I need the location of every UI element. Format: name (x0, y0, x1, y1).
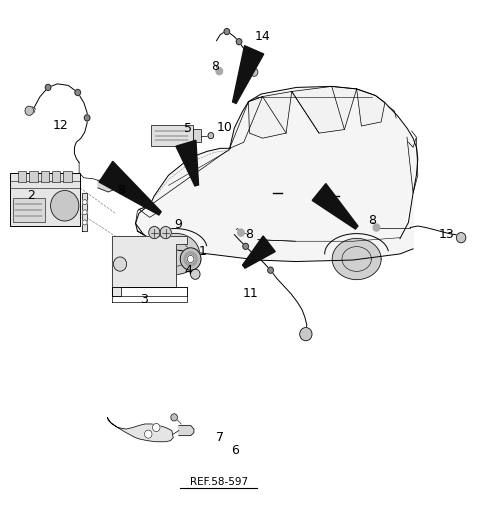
Bar (40, 171, 49, 182)
Circle shape (224, 28, 229, 35)
Polygon shape (151, 233, 200, 275)
Circle shape (83, 199, 87, 205)
Circle shape (236, 39, 242, 45)
Circle shape (238, 229, 244, 236)
Circle shape (149, 226, 160, 239)
Polygon shape (242, 236, 275, 268)
Circle shape (75, 90, 81, 95)
Bar (151, 125, 193, 146)
Text: 4: 4 (184, 264, 192, 277)
Polygon shape (312, 183, 358, 229)
Bar (11, 172, 80, 226)
Circle shape (251, 68, 258, 76)
Circle shape (113, 257, 127, 271)
Polygon shape (249, 92, 292, 138)
Circle shape (184, 252, 197, 266)
Polygon shape (108, 418, 173, 442)
Bar (63, 171, 72, 182)
Circle shape (25, 106, 34, 116)
Polygon shape (112, 236, 187, 296)
Polygon shape (233, 46, 264, 104)
Polygon shape (99, 161, 161, 215)
Text: 8: 8 (245, 228, 253, 241)
Polygon shape (176, 140, 199, 186)
Text: 14: 14 (255, 30, 270, 43)
Circle shape (191, 269, 200, 279)
Circle shape (187, 255, 194, 263)
Circle shape (83, 210, 87, 215)
Circle shape (268, 267, 274, 273)
Text: 12: 12 (52, 120, 68, 133)
Polygon shape (332, 238, 381, 280)
Text: 1: 1 (198, 245, 206, 258)
Text: 8: 8 (368, 214, 376, 227)
Text: 11: 11 (242, 287, 258, 300)
Text: 2: 2 (27, 189, 35, 202)
Polygon shape (357, 89, 385, 126)
Polygon shape (135, 87, 418, 262)
Bar (193, 129, 202, 142)
Circle shape (160, 226, 171, 239)
Bar (29, 171, 38, 182)
Text: 5: 5 (184, 122, 192, 135)
Bar (52, 171, 60, 182)
Circle shape (153, 424, 160, 431)
Polygon shape (179, 425, 194, 436)
Text: 7: 7 (216, 431, 224, 444)
Text: 9: 9 (174, 218, 182, 231)
Polygon shape (98, 179, 117, 192)
Text: 8: 8 (118, 184, 125, 197)
Circle shape (50, 191, 79, 221)
Polygon shape (292, 87, 357, 133)
Circle shape (121, 187, 128, 194)
Circle shape (300, 327, 312, 341)
Circle shape (208, 133, 214, 139)
Circle shape (171, 414, 178, 421)
Text: 13: 13 (439, 228, 455, 241)
Circle shape (180, 248, 201, 270)
Text: 3: 3 (140, 293, 147, 306)
Text: 8: 8 (212, 60, 219, 73)
Circle shape (456, 233, 466, 243)
Text: 10: 10 (217, 121, 233, 134)
Text: REF.58-597: REF.58-597 (190, 478, 248, 487)
Bar (13, 197, 45, 222)
Circle shape (243, 243, 249, 249)
Circle shape (216, 68, 223, 75)
Circle shape (373, 224, 380, 231)
Polygon shape (83, 193, 87, 231)
Circle shape (45, 84, 51, 91)
Bar (18, 171, 26, 182)
Circle shape (83, 220, 87, 225)
Circle shape (144, 430, 152, 438)
Text: 6: 6 (231, 444, 239, 457)
Circle shape (84, 115, 90, 121)
